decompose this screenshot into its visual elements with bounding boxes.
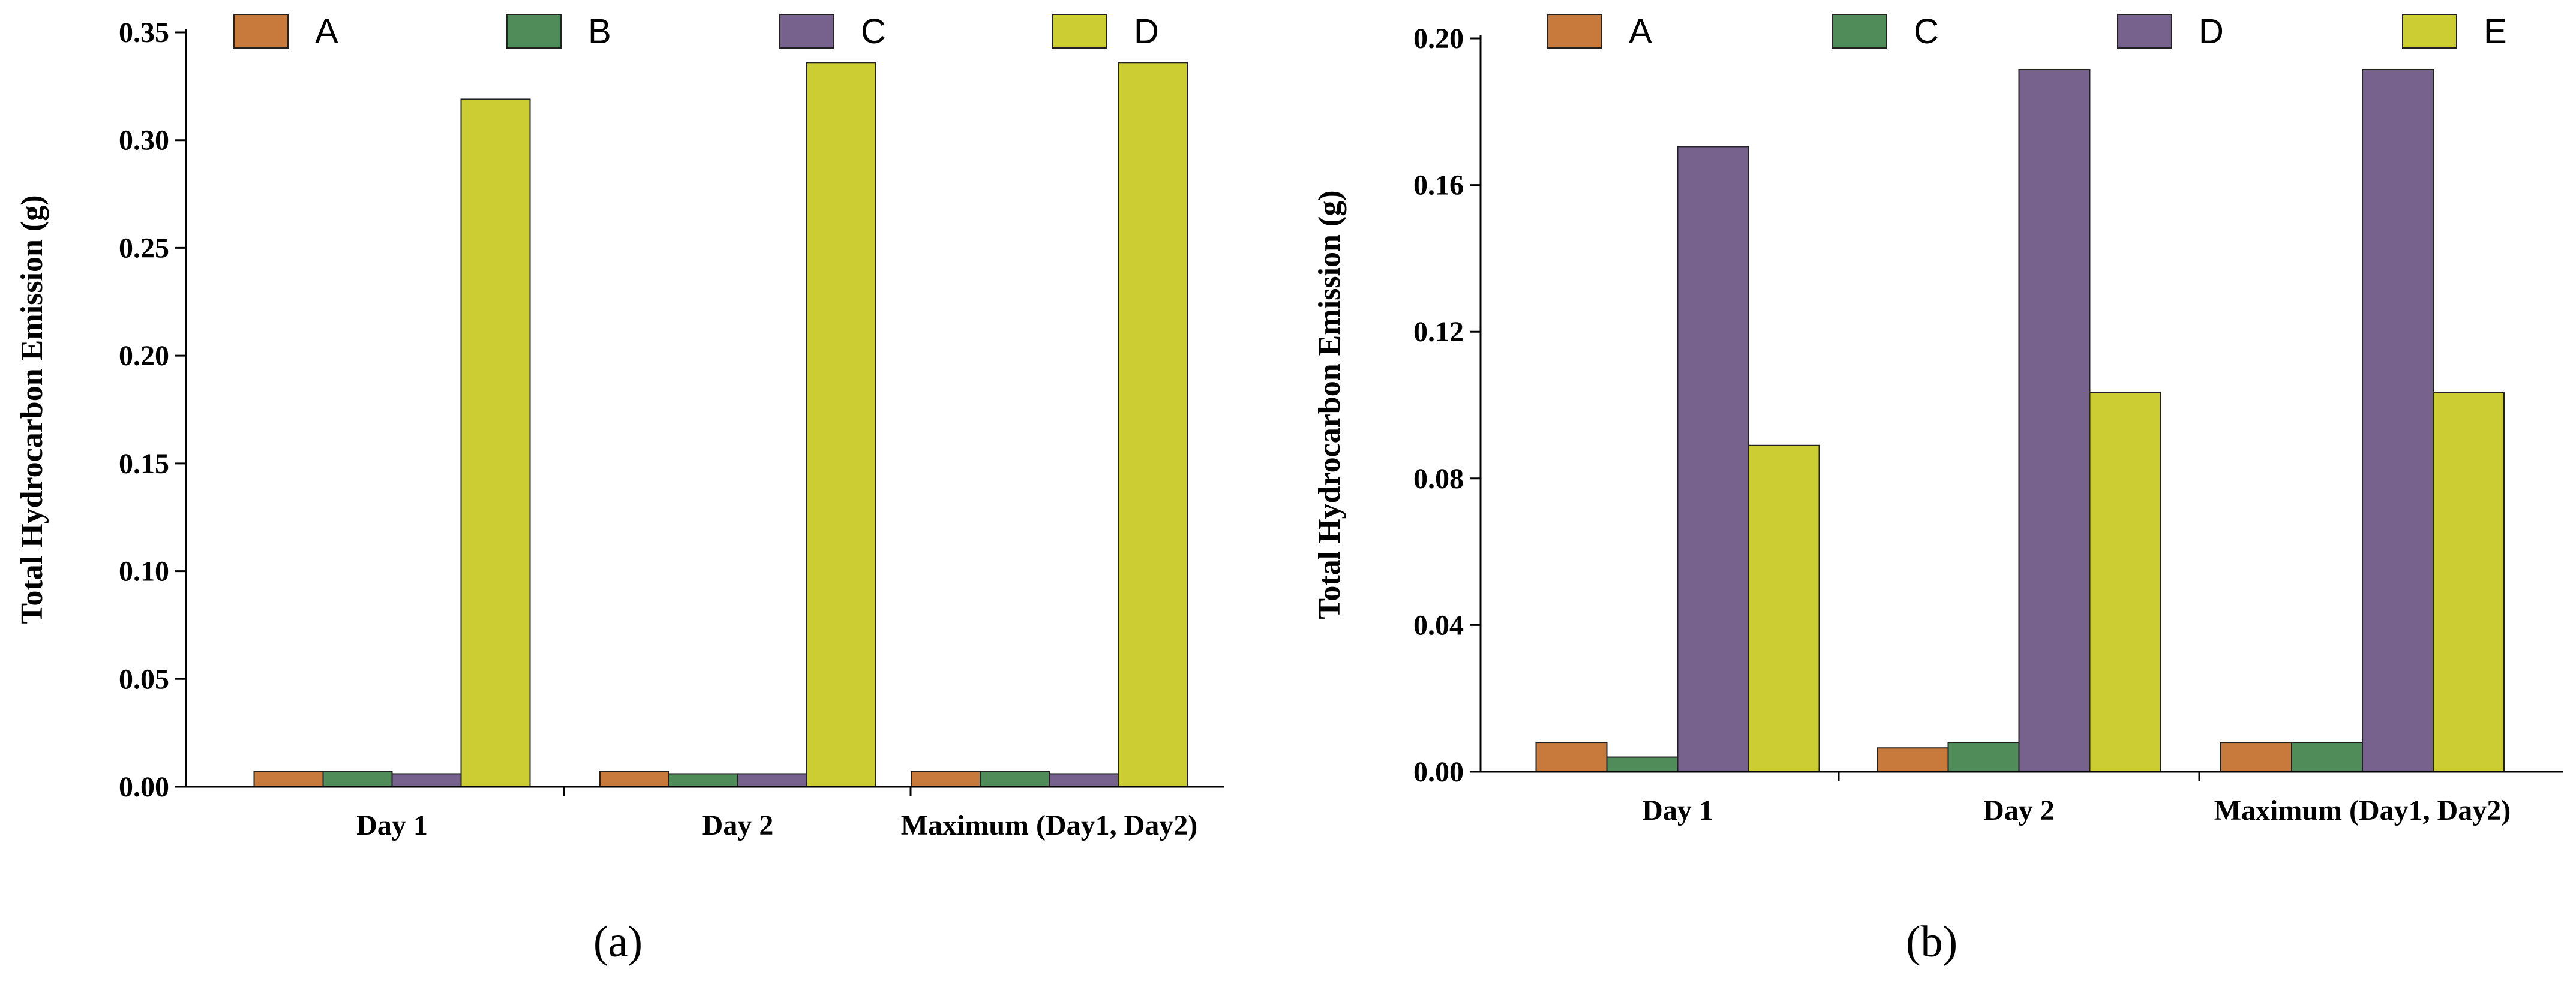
y-tick-label: 0.35 <box>119 17 169 49</box>
x-category-label: Day 1 <box>1642 795 1713 826</box>
y-tick-label: 0.05 <box>119 663 169 695</box>
bar-c-2 <box>737 773 807 788</box>
y-axis-title: Total Hydrocarbon Emission (g) <box>15 195 49 624</box>
bar-d-2 <box>2018 68 2091 772</box>
bar-d-2 <box>806 62 876 788</box>
bar-d-3 <box>1118 62 1188 788</box>
bar-d-1 <box>460 98 531 787</box>
legend-swatch-e <box>2402 14 2457 49</box>
legend-label-b: B <box>588 12 611 51</box>
legend-swatch-c <box>1832 14 1887 49</box>
legend-label-d: D <box>2199 12 2224 51</box>
y-tick-label: 0.00 <box>119 771 169 803</box>
y-tick-label: 0.16 <box>1413 170 1464 201</box>
y-tick-label: 0.25 <box>119 232 169 264</box>
panel-label: (b) <box>1906 917 1957 967</box>
legend-swatch-c <box>779 14 834 49</box>
bar-e-1 <box>1748 444 1820 772</box>
bar-e-2 <box>2089 392 2161 772</box>
bar-a-1 <box>253 771 324 787</box>
y-tick-label: 0.00 <box>1413 756 1464 788</box>
y-axis-title: Total Hydrocarbon Emission (g) <box>1313 190 1347 619</box>
legend-label-a: A <box>315 12 338 51</box>
legend-label-a: A <box>1629 12 1652 51</box>
legend-swatch-d <box>2117 14 2172 49</box>
y-tick-label: 0.12 <box>1413 316 1464 348</box>
bar-c-1 <box>391 773 462 788</box>
bar-c-3 <box>1049 773 1119 788</box>
legend-swatch-b <box>506 14 562 49</box>
legend-label-e: E <box>2484 12 2507 51</box>
y-tick-label: 0.08 <box>1413 463 1464 495</box>
x-category-label: Maximum (Day1, Day2) <box>901 810 1198 841</box>
bar-c-3 <box>2291 742 2363 772</box>
x-category-label: Maximum (Day1, Day2) <box>2214 795 2511 826</box>
chart-panel-a: 0.00 0.05 0.10 0.15 0.20 0.25 0.30 0.35 Day 1 Day… <box>15 12 1224 967</box>
bar-c-2 <box>1947 742 2020 772</box>
bar-b-2 <box>668 773 738 788</box>
bar-d-3 <box>2362 68 2434 772</box>
bar-a-1 <box>1535 742 1608 772</box>
bar-a-3 <box>2220 742 2292 772</box>
legend-swatch-d <box>1052 14 1107 49</box>
y-tick-label: 0.04 <box>1413 609 1464 641</box>
bar-e-3 <box>2433 392 2505 772</box>
panel-label: (a) <box>593 917 643 967</box>
bar-d-1 <box>1677 146 1749 773</box>
bar-a-2 <box>1877 747 1949 772</box>
bar-b-1 <box>322 771 393 787</box>
bar-c-1 <box>1606 756 1679 773</box>
x-category-label: Day 2 <box>702 810 774 841</box>
legend-label-c: C <box>861 12 886 51</box>
legend-swatch-a <box>233 14 289 49</box>
bar-a-2 <box>599 771 669 787</box>
y-tick-label: 0.15 <box>119 448 169 480</box>
x-category-label: Day 2 <box>1983 795 2055 826</box>
y-tick-label: 0.30 <box>119 125 169 157</box>
bar-b-3 <box>980 771 1050 787</box>
y-tick-label: 0.10 <box>119 556 169 588</box>
x-category-label: Day 1 <box>356 810 428 841</box>
legend-label-d: D <box>1134 12 1159 51</box>
y-tick-label: 0.20 <box>119 340 169 372</box>
legend-label-c: C <box>1914 12 1939 51</box>
bar-a-3 <box>911 771 981 787</box>
chart-panel-b: 0.00 0.04 0.08 0.12 0.16 0.20 Day 1 Day 2 Maximu… <box>1313 12 2563 967</box>
y-tick-label: 0.20 <box>1413 23 1464 55</box>
legend-swatch-a <box>1547 14 1602 49</box>
